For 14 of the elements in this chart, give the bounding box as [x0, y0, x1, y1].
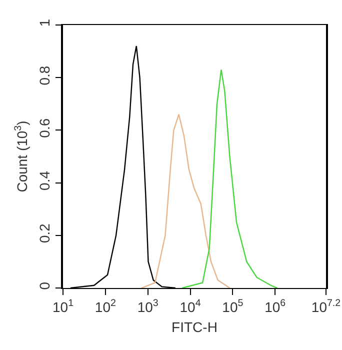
y-tick-label: 0.2: [36, 223, 53, 244]
x-tick-label: 10$^{7.2}$: [311, 298, 341, 315]
x-tick-label: 10$^{4}$: [180, 298, 202, 315]
x-tick-label: 10$^{5}$: [222, 298, 244, 315]
x-tick-label: 10$^{3}$: [137, 298, 159, 315]
y-tick-label: 1: [36, 18, 53, 27]
y-tick-label: 0.4: [36, 170, 53, 190]
y-tick-label: 0.6: [36, 118, 53, 138]
x-tick-label: 10$^{2}$: [94, 298, 116, 315]
x-tick-label: 10$^{1}$: [52, 298, 74, 315]
y-tick-label: 0: [36, 282, 53, 290]
x-axis-title: FITC-H: [172, 319, 218, 336]
x-tick-label: 10$^{6}$: [264, 298, 286, 315]
y-tick-label: 0.8: [36, 66, 53, 86]
